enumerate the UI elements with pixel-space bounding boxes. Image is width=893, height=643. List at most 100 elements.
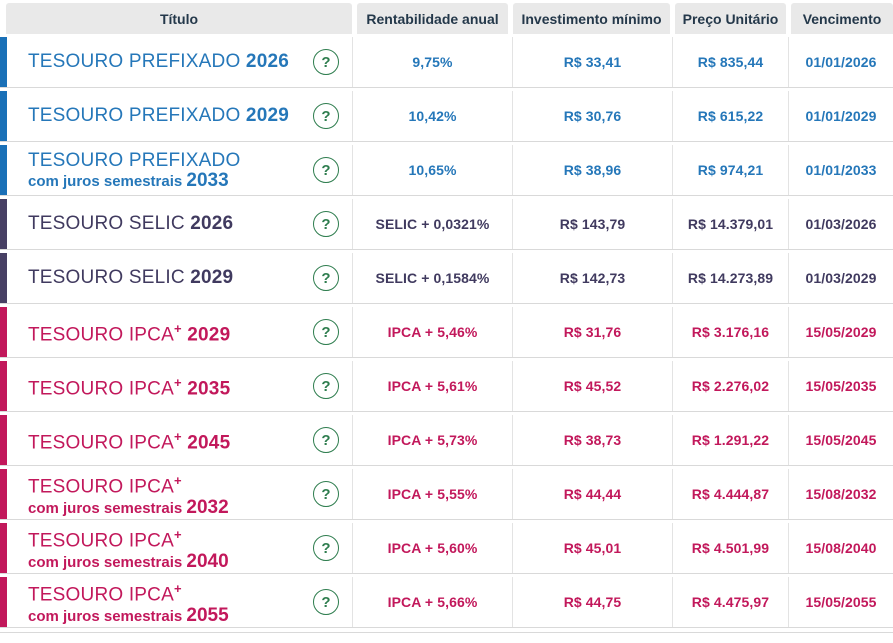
- table-row[interactable]: TESOURO PREFIXADO 2026 ? 9,75% R$ 33,41 …: [0, 37, 893, 88]
- unit-price-value: R$ 2.276,02: [691, 378, 770, 394]
- row-color-bar: [0, 91, 7, 141]
- table-row[interactable]: TESOURO SELIC 2029 ? SELIC + 0,1584% R$ …: [0, 253, 893, 304]
- column-header-min-investment: Investimento mínimo: [513, 3, 670, 34]
- table-row[interactable]: TESOURO PREFIXADO 2029 ? 10,42% R$ 30,76…: [0, 91, 893, 142]
- title-cell: TESOURO PREFIXADO 2026 ?: [0, 37, 352, 87]
- column-header-maturity: Vencimento: [791, 3, 893, 34]
- maturity-value: 15/05/2055: [805, 594, 877, 610]
- table-row[interactable]: TESOURO SELIC 2026 ? SELIC + 0,0321% R$ …: [0, 199, 893, 250]
- column-header-unit-price: Preço Unitário: [675, 3, 786, 34]
- rate-value: IPCA + 5,66%: [387, 594, 478, 610]
- maturity-value: 15/08/2040: [805, 540, 877, 556]
- help-icon[interactable]: ?: [313, 373, 339, 399]
- table-row[interactable]: TESOURO IPCA+ 2045 ? IPCA + 5,73% R$ 38,…: [0, 415, 893, 466]
- unit-price-value: R$ 4.444,87: [691, 486, 770, 502]
- row-color-bar: [0, 253, 7, 303]
- bond-title-line2: com juros semestrais 2033: [28, 171, 313, 191]
- title-cell: TESOURO IPCA+ 2035 ?: [0, 361, 352, 411]
- unit-price-value: R$ 14.273,89: [687, 270, 774, 286]
- title-cell: TESOURO PREFIXADO 2029 ?: [0, 91, 352, 141]
- rate-value: 10,42%: [408, 108, 457, 124]
- maturity-value: 01/03/2026: [805, 216, 877, 232]
- row-color-bar: [0, 37, 7, 87]
- bond-title: TESOURO IPCA+ com juros semestrais 2032: [7, 470, 313, 517]
- min-investment-value: R$ 45,01: [563, 540, 622, 556]
- table-row[interactable]: TESOURO IPCA+ com juros semestrais 2032 …: [0, 469, 893, 520]
- maturity-value: 15/05/2029: [805, 324, 877, 340]
- bond-title: TESOURO SELIC 2026: [7, 213, 313, 235]
- min-investment-value: R$ 38,96: [563, 162, 622, 178]
- bond-title-line2: com juros semestrais 2055: [28, 606, 313, 626]
- table-row[interactable]: TESOURO IPCA+ com juros semestrais 2055 …: [0, 577, 893, 628]
- bond-title: TESOURO IPCA+ com juros semestrais 2040: [7, 524, 313, 571]
- help-icon[interactable]: ?: [313, 589, 339, 615]
- min-investment-value: R$ 143,79: [559, 216, 626, 232]
- plus-sup: +: [173, 320, 182, 336]
- unit-price-value: R$ 4.501,99: [691, 540, 770, 556]
- unit-price-value: R$ 835,44: [697, 54, 764, 70]
- bond-name: TESOURO IPCA: [28, 378, 174, 400]
- plus-sup: +: [173, 473, 182, 489]
- plus-sup: +: [173, 581, 182, 597]
- column-header-title: Título: [6, 3, 352, 34]
- column-header-rate: Rentabilidade anual: [357, 3, 508, 34]
- help-icon[interactable]: ?: [313, 265, 339, 291]
- bond-title-line1: TESOURO IPCA+ 2029: [28, 318, 313, 346]
- help-icon[interactable]: ?: [313, 535, 339, 561]
- unit-price-value: R$ 974,21: [697, 162, 764, 178]
- maturity-value: 01/01/2033: [805, 162, 877, 178]
- bond-name: TESOURO IPCA: [28, 584, 174, 606]
- bond-title: TESOURO IPCA+ 2035: [7, 372, 313, 400]
- help-icon[interactable]: ?: [313, 481, 339, 507]
- bond-title-line1: TESOURO PREFIXADO 2029: [28, 105, 313, 127]
- rate-value: IPCA + 5,61%: [387, 378, 478, 394]
- bond-title-line1: TESOURO PREFIXADO: [28, 150, 313, 172]
- title-cell: TESOURO SELIC 2026 ?: [0, 199, 352, 249]
- bond-title-line2: com juros semestrais 2032: [28, 498, 313, 518]
- row-color-bar: [0, 361, 7, 411]
- bond-title-line2: com juros semestrais 2040: [28, 552, 313, 572]
- bond-name: TESOURO SELIC: [28, 267, 185, 288]
- table-row[interactable]: TESOURO IPCA+ com juros semestrais 2040 …: [0, 523, 893, 574]
- row-color-bar: [0, 415, 7, 465]
- help-icon[interactable]: ?: [313, 211, 339, 237]
- rate-value: IPCA + 5,60%: [387, 540, 478, 556]
- bond-title: TESOURO SELIC 2029: [7, 267, 313, 289]
- min-investment-value: R$ 31,76: [563, 324, 622, 340]
- rate-value: SELIC + 0,1584%: [375, 270, 490, 286]
- help-icon[interactable]: ?: [313, 157, 339, 183]
- partial-next-row: [0, 632, 893, 643]
- bond-year-line1: 2045: [187, 432, 231, 454]
- bond-title-line1: TESOURO IPCA+ 2045: [28, 426, 313, 454]
- table-row[interactable]: TESOURO IPCA+ 2029 ? IPCA + 5,46% R$ 31,…: [0, 307, 893, 358]
- bond-year-line2: 2040: [186, 550, 229, 572]
- bond-name: TESOURO IPCA: [28, 432, 174, 454]
- help-icon[interactable]: ?: [313, 49, 339, 75]
- title-cell: TESOURO IPCA+ com juros semestrais 2032 …: [0, 469, 352, 519]
- bond-year-line1: 2026: [190, 213, 234, 234]
- bond-year-line1: 2029: [245, 105, 289, 126]
- help-icon[interactable]: ?: [313, 319, 339, 345]
- row-color-bar: [0, 523, 7, 573]
- table-row[interactable]: TESOURO IPCA+ 2035 ? IPCA + 5,61% R$ 45,…: [0, 361, 893, 412]
- bond-title-line1: TESOURO IPCA+ 2035: [28, 372, 313, 400]
- bond-name: TESOURO IPCA: [28, 324, 174, 346]
- bond-year-line1: 2026: [245, 51, 289, 72]
- bond-name: TESOURO PREFIXADO: [28, 105, 241, 126]
- unit-price-value: R$ 14.379,01: [687, 216, 774, 232]
- bond-title-line1: TESOURO IPCA+: [28, 470, 313, 498]
- help-icon[interactable]: ?: [313, 103, 339, 129]
- row-color-bar: [0, 469, 7, 519]
- bond-name: TESOURO IPCA: [28, 530, 174, 552]
- unit-price-value: R$ 615,22: [697, 108, 764, 124]
- bond-title-line1: TESOURO PREFIXADO 2026: [28, 51, 313, 73]
- row-color-bar: [0, 145, 7, 195]
- maturity-value: 01/03/2029: [805, 270, 877, 286]
- help-icon[interactable]: ?: [313, 427, 339, 453]
- bond-subtitle: com juros semestrais: [28, 553, 183, 571]
- table-row[interactable]: TESOURO PREFIXADO com juros semestrais 2…: [0, 145, 893, 196]
- bond-name: TESOURO SELIC: [28, 213, 185, 234]
- plus-sup: +: [173, 527, 182, 543]
- bond-title: TESOURO IPCA+ 2029: [7, 318, 313, 346]
- bond-title-line1: TESOURO IPCA+: [28, 524, 313, 552]
